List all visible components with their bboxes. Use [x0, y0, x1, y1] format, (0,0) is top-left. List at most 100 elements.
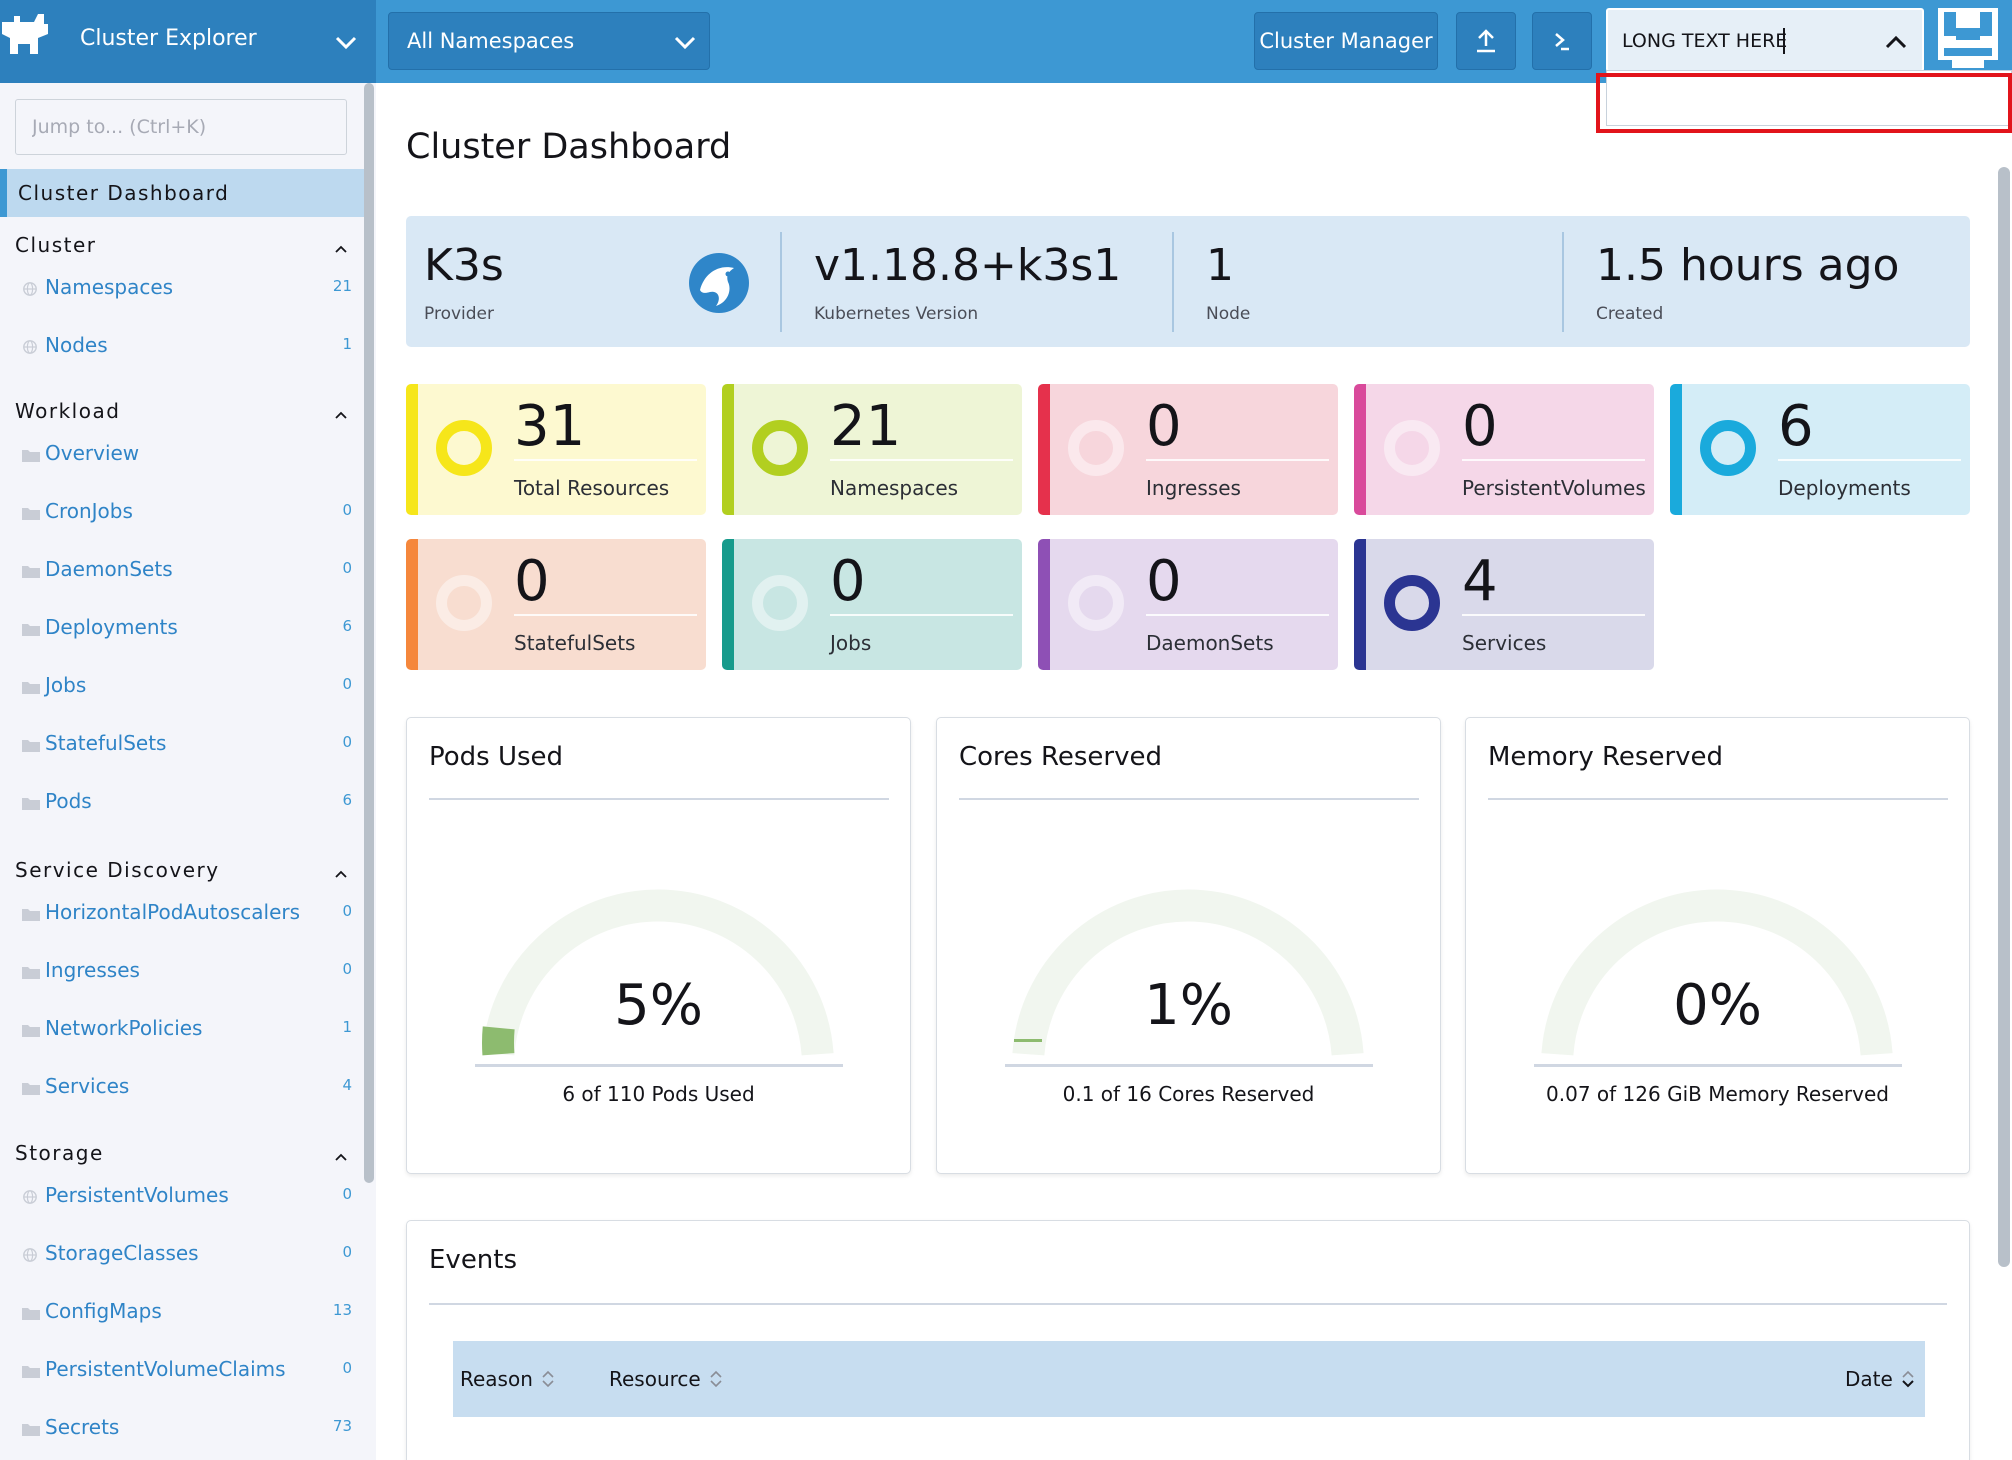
version-label: Kubernetes Version [814, 304, 979, 324]
jump-to-input[interactable] [16, 100, 346, 154]
sidebar-item[interactable]: CronJobs 0 [22, 497, 352, 533]
gauge-divider [429, 798, 889, 800]
tile-label: Namespaces [830, 476, 959, 500]
sidebar-group-header[interactable]: Workload [15, 399, 121, 423]
resource-tile[interactable]: 4 Services [1354, 539, 1654, 670]
sidebar-item[interactable]: Services 4 [22, 1072, 352, 1108]
sidebar-group-header[interactable]: Cluster [15, 233, 97, 257]
column-resource[interactable]: Resource [609, 1367, 723, 1391]
user-avatar[interactable] [1938, 8, 1998, 68]
tile-count: 21 [830, 394, 902, 459]
sidebar-group-header[interactable]: Storage [15, 1141, 104, 1165]
events-title: Events [429, 1245, 518, 1275]
cluster-explorer-menu[interactable]: Cluster Explorer [0, 0, 376, 83]
sidebar-item-count: 0 [342, 960, 352, 978]
tile-label: Total Resources [514, 476, 670, 500]
gauge-title: Pods Used [429, 742, 564, 772]
events-divider [429, 1303, 1947, 1305]
sidebar-item[interactable]: Nodes 1 [22, 331, 352, 367]
sidebar-item[interactable]: Jobs 0 [22, 671, 352, 707]
tile-count: 0 [830, 549, 866, 614]
gauge-card: Pods Used 5% 6 of 110 Pods Used [406, 717, 911, 1174]
tile-ring-icon [436, 420, 492, 476]
resource-tile[interactable]: 31 Total Resources [406, 384, 706, 515]
sidebar-item[interactable]: DaemonSets 0 [22, 555, 352, 591]
sidebar-group-header[interactable]: Service Discovery [15, 858, 220, 882]
sort-icon [710, 1370, 722, 1388]
sidebar-item-count: 4 [342, 1076, 352, 1094]
column-reason[interactable]: Reason [460, 1367, 555, 1391]
sidebar-item[interactable]: Secrets 73 [22, 1413, 352, 1449]
cluster-manager-button[interactable]: Cluster Manager [1254, 12, 1438, 70]
sidebar-item[interactable]: HorizontalPodAutoscalers 0 [22, 898, 352, 934]
sidebar-item[interactable]: Deployments 6 [22, 613, 352, 649]
gauge-divider [959, 798, 1419, 800]
sidebar-item-label: Nodes [45, 333, 108, 357]
sidebar-item[interactable]: Namespaces 21 [22, 273, 352, 309]
tile-divider [514, 459, 697, 461]
tile-count: 6 [1778, 394, 1814, 459]
sidebar-item-count: 1 [342, 1018, 352, 1036]
tile-divider [830, 459, 1013, 461]
resource-tile[interactable]: 21 Namespaces [722, 384, 1022, 515]
folder-icon [22, 1424, 40, 1436]
tile-label: StatefulSets [514, 631, 636, 655]
sidebar-item[interactable]: NetworkPolicies 1 [22, 1014, 352, 1050]
globe-icon [23, 282, 37, 296]
import-yaml-button[interactable] [1456, 12, 1516, 70]
main-scrollbar[interactable] [1998, 167, 2010, 1267]
resource-tile[interactable]: 0 DaemonSets [1038, 539, 1338, 670]
folder-icon [22, 1308, 40, 1320]
sidebar-item-count: 73 [332, 1417, 352, 1435]
sidebar-scrollbar[interactable] [364, 83, 374, 1183]
version-value: v1.18.8+k3s1 [814, 240, 1122, 291]
tile-ring-icon [752, 575, 808, 631]
sidebar-item-cluster-dashboard[interactable]: Cluster Dashboard [0, 169, 364, 217]
top-header: Cluster Explorer All Namespaces Cluster … [0, 0, 2012, 83]
sidebar-item-count: 21 [332, 277, 352, 295]
gauge-fill [1014, 1039, 1042, 1042]
sidebar-item-label: Pods [45, 789, 92, 813]
sidebar-item-label: Overview [45, 441, 140, 465]
sidebar-item[interactable]: PersistentVolumes 0 [22, 1181, 352, 1217]
sidebar-item[interactable]: Overview [22, 439, 352, 475]
tile-ring-icon [752, 420, 808, 476]
resource-tile[interactable]: 6 Deployments [1670, 384, 1970, 515]
tile-divider [514, 614, 697, 616]
node-value: 1 [1206, 240, 1234, 291]
folder-icon [22, 798, 40, 810]
column-date[interactable]: Date [1845, 1367, 1915, 1391]
resource-tile[interactable]: 0 Ingresses [1038, 384, 1338, 515]
sidebar-item[interactable]: Pods 6 [22, 787, 352, 823]
sidebar-item-count: 0 [342, 733, 352, 751]
kubectl-shell-button[interactable] [1532, 12, 1592, 70]
tile-count: 4 [1462, 549, 1498, 614]
sidebar-item[interactable]: StatefulSets 0 [22, 729, 352, 765]
resource-tile[interactable]: 0 StatefulSets [406, 539, 706, 670]
folder-icon [22, 682, 40, 694]
cluster-summary: K3s Provider v1.18.8+k3s1 Kubernetes Ver… [406, 216, 1970, 347]
search-dropdown-menu[interactable] [1606, 70, 2012, 126]
sidebar-item[interactable]: Ingresses 0 [22, 956, 352, 992]
sidebar-item-label: NetworkPolicies [45, 1016, 203, 1040]
summary-divider [1172, 232, 1174, 332]
folder-icon [22, 1083, 40, 1095]
jump-to-field[interactable] [15, 99, 347, 155]
chevron-up-icon[interactable] [334, 1150, 348, 1164]
chevron-up-icon[interactable] [334, 867, 348, 881]
sidebar-item-label: ConfigMaps [45, 1299, 162, 1323]
resource-tile[interactable]: 0 Jobs [722, 539, 1022, 670]
sidebar-item-count: 1 [342, 335, 352, 353]
chevron-up-icon[interactable] [1882, 28, 1910, 56]
sidebar-item[interactable]: ConfigMaps 13 [22, 1297, 352, 1333]
upload-icon [1477, 29, 1495, 53]
sidebar-item[interactable]: PersistentVolumeClaims 0 [22, 1355, 352, 1391]
namespace-select[interactable]: All Namespaces [388, 12, 710, 70]
version-summary: v1.18.8+k3s1 Kubernetes Version [796, 216, 1186, 347]
cluster-search-input[interactable]: LONG TEXT HERE [1606, 8, 1924, 72]
resource-tile[interactable]: 0 PersistentVolumes [1354, 384, 1654, 515]
chevron-up-icon[interactable] [334, 242, 348, 256]
sidebar-item[interactable]: StorageClasses 0 [22, 1239, 352, 1275]
provider-summary: K3s Provider [406, 216, 796, 347]
chevron-up-icon[interactable] [334, 408, 348, 422]
